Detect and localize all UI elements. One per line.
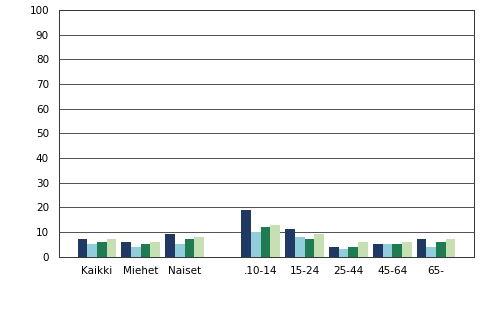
Bar — [250, 232, 260, 257]
Legend: 1981, 1991, 1999, 2009: 1981, 1991, 1999, 2009 — [161, 325, 371, 329]
Bar — [445, 240, 454, 257]
Bar — [401, 242, 411, 257]
Bar — [304, 240, 314, 257]
Bar — [175, 244, 184, 257]
Bar — [435, 242, 445, 257]
Bar — [87, 244, 97, 257]
Bar — [106, 240, 116, 257]
Bar — [241, 210, 250, 257]
Bar — [382, 244, 391, 257]
Bar — [391, 244, 401, 257]
Bar — [372, 244, 382, 257]
Bar — [150, 242, 160, 257]
Bar — [260, 227, 270, 257]
Bar — [121, 242, 131, 257]
Bar — [338, 249, 347, 257]
Bar — [285, 230, 294, 257]
Bar — [131, 247, 141, 257]
Bar — [184, 240, 194, 257]
Bar — [416, 240, 426, 257]
Bar — [426, 247, 435, 257]
Bar — [194, 237, 203, 257]
Bar — [357, 242, 367, 257]
Bar — [270, 224, 280, 257]
Bar — [141, 244, 150, 257]
Bar — [78, 240, 87, 257]
Bar — [165, 234, 175, 257]
Bar — [347, 247, 357, 257]
Bar — [314, 234, 323, 257]
Bar — [294, 237, 304, 257]
Bar — [97, 242, 106, 257]
Bar — [328, 247, 338, 257]
